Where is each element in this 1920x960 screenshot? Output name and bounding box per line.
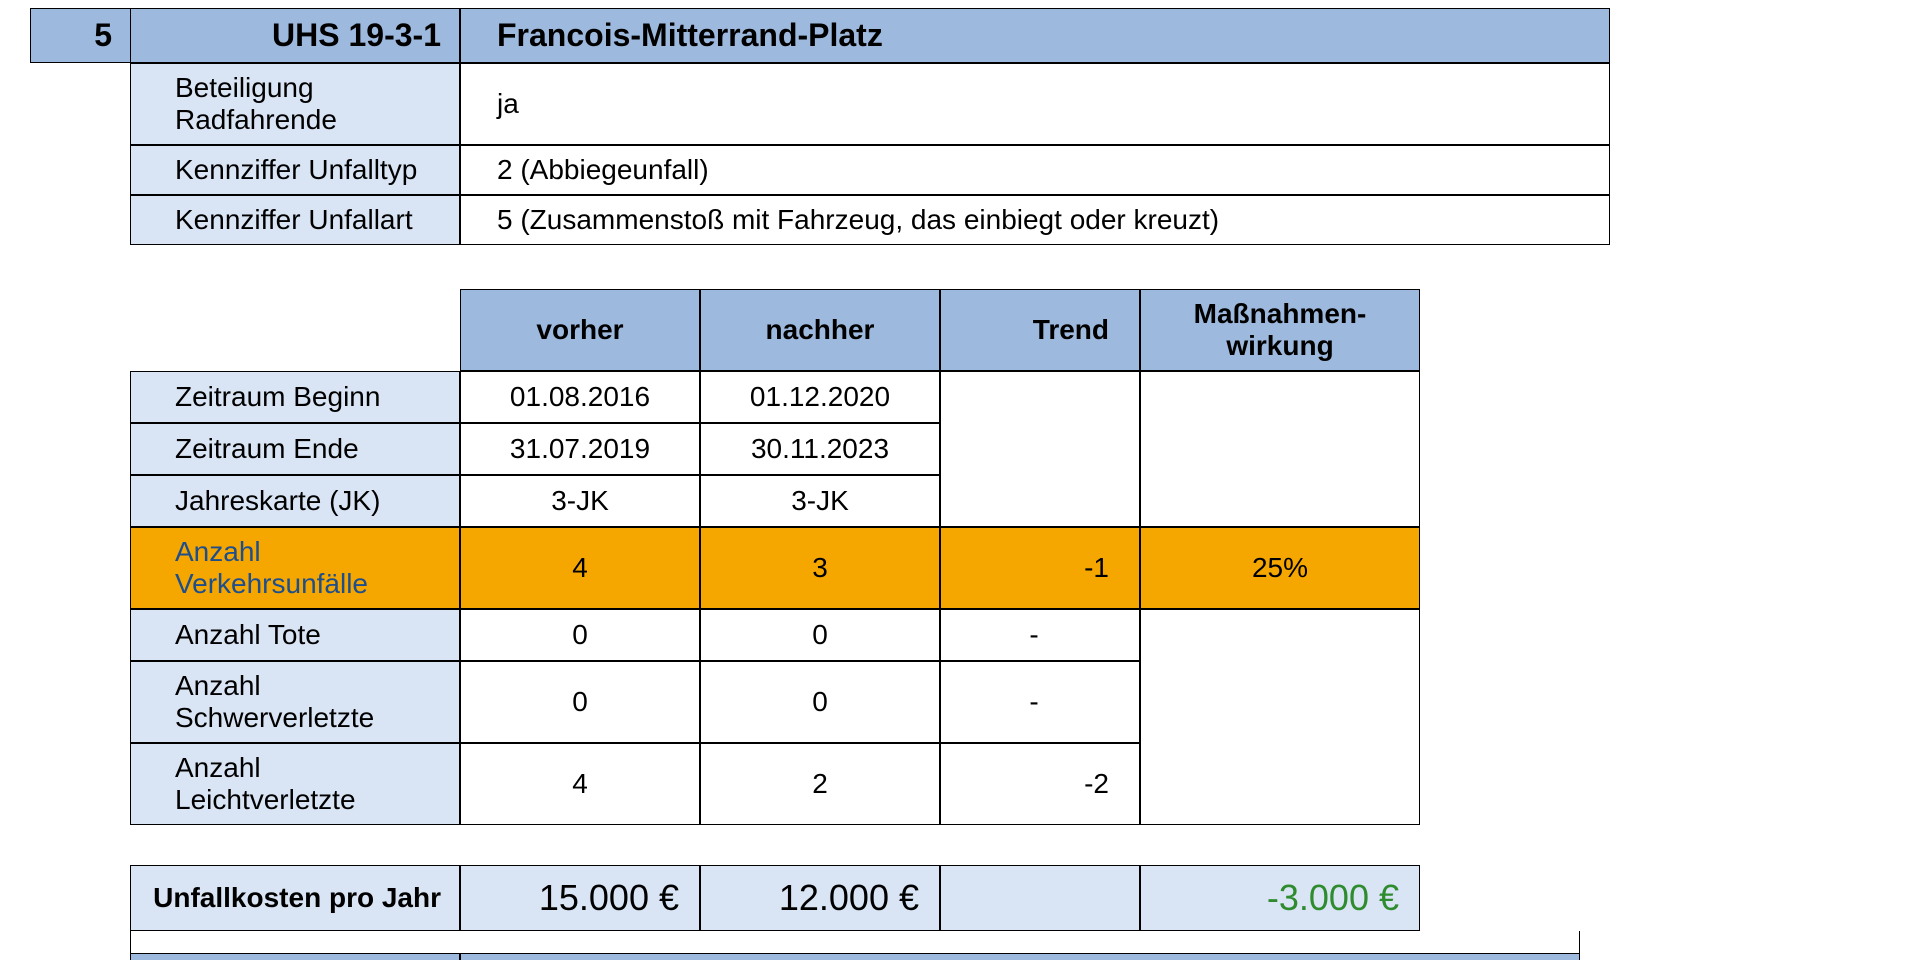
stats-before: 4	[460, 743, 700, 825]
stats-row-highlight: Anzahl Verkehrsunfälle 4 3 -1 25%	[130, 527, 1580, 609]
stats-trend	[940, 371, 1140, 423]
cost-effect: -3.000 €	[1140, 865, 1420, 931]
blank-row	[130, 931, 1580, 953]
attribute-row: Beteiligung Radfahrende ja	[30, 63, 1610, 145]
stats-row: Zeitraum Ende 31.07.2019 30.11.2023	[130, 423, 1580, 475]
stats-effect	[1140, 609, 1420, 661]
blank-cell	[130, 953, 460, 960]
stats-table: vorher nachher Trend Maßnahmen- wirkung …	[130, 289, 1580, 953]
stats-effect: 25%	[1140, 527, 1420, 609]
col-header-trend: Trend	[940, 289, 1140, 371]
spacer	[30, 195, 130, 245]
attribute-row: Kennziffer Unfallart 5 (Zusammenstoß mit…	[30, 195, 1610, 245]
col-header-effect: Maßnahmen- wirkung	[1140, 289, 1420, 371]
stats-row-label: Anzahl Schwerverletzte	[130, 661, 460, 743]
header-number: 5	[30, 8, 130, 63]
stats-before: 0	[460, 609, 700, 661]
stats-after: 3	[700, 527, 940, 609]
cost-before: 15.000 €	[460, 865, 700, 931]
stats-trend: -1	[940, 527, 1140, 609]
stats-after: 2	[700, 743, 940, 825]
footer-title: Roteinfärbung und Piktogramme Radweg	[460, 953, 1580, 960]
stats-row: Anzahl Schwerverletzte 0 0 -	[130, 661, 1580, 743]
spacer	[30, 63, 130, 145]
attribute-value: 2 (Abbiegeunfall)	[460, 145, 1610, 195]
stats-row: Anzahl Leichtverletzte 4 2 -2	[130, 743, 1580, 825]
stats-trend: -	[940, 609, 1140, 661]
stats-row-label: Zeitraum Ende	[130, 423, 460, 475]
header-name: Francois-Mitterrand-Platz	[460, 8, 1610, 63]
stats-before: 3-JK	[460, 475, 700, 527]
stats-effect	[1140, 475, 1420, 527]
cost-after: 12.000 €	[700, 865, 940, 931]
stats-row: Jahreskarte (JK) 3-JK 3-JK	[130, 475, 1580, 527]
attribute-label: Beteiligung Radfahrende	[130, 63, 460, 145]
stats-trend	[940, 475, 1140, 527]
stats-row-label: Anzahl Tote	[130, 609, 460, 661]
stats-row-label: Jahreskarte (JK)	[130, 475, 460, 527]
stats-effect	[1140, 371, 1420, 423]
stats-before: 01.08.2016	[460, 371, 700, 423]
stats-after: 0	[700, 609, 940, 661]
col-header-after: nachher	[700, 289, 940, 371]
stats-before: 4	[460, 527, 700, 609]
stats-trend: -2	[940, 743, 1140, 825]
col-header-before: vorher	[460, 289, 700, 371]
stats-effect	[1140, 743, 1420, 825]
cost-trend	[940, 865, 1140, 931]
stats-trend	[940, 423, 1140, 475]
attribute-value: 5 (Zusammenstoß mit Fahrzeug, das einbie…	[460, 195, 1610, 245]
blank-cell	[130, 289, 460, 371]
stats-row: Zeitraum Beginn 01.08.2016 01.12.2020	[130, 371, 1580, 423]
stats-row-label: Anzahl Leichtverletzte	[130, 743, 460, 825]
report-page: 5 UHS 19-3-1 Francois-Mitterrand-Platz B…	[30, 8, 1610, 960]
header-code: UHS 19-3-1	[130, 8, 460, 63]
attribute-label: Kennziffer Unfalltyp	[130, 145, 460, 195]
header-row: 5 UHS 19-3-1 Francois-Mitterrand-Platz	[30, 8, 1610, 63]
attribute-value: ja	[460, 63, 1610, 145]
stats-after: 30.11.2023	[700, 423, 940, 475]
stats-after: 01.12.2020	[700, 371, 940, 423]
stats-row: Anzahl Tote 0 0 -	[130, 609, 1580, 661]
stats-row-label: Zeitraum Beginn	[130, 371, 460, 423]
footer-title-row: Roteinfärbung und Piktogramme Radweg	[130, 953, 1580, 960]
stats-after: 0	[700, 661, 940, 743]
stats-before: 31.07.2019	[460, 423, 700, 475]
stats-before: 0	[460, 661, 700, 743]
attribute-label: Kennziffer Unfallart	[130, 195, 460, 245]
stats-effect	[1140, 661, 1420, 743]
attribute-row: Kennziffer Unfalltyp 2 (Abbiegeunfall)	[30, 145, 1610, 195]
cost-label: Unfallkosten pro Jahr	[130, 865, 460, 931]
stats-header-row: vorher nachher Trend Maßnahmen- wirkung	[130, 289, 1580, 371]
stats-after: 3-JK	[700, 475, 940, 527]
spacer	[30, 145, 130, 195]
stats-trend: -	[940, 661, 1140, 743]
stats-effect	[1140, 423, 1420, 475]
stats-row-label: Anzahl Verkehrsunfälle	[130, 527, 460, 609]
cost-row: Unfallkosten pro Jahr 15.000 € 12.000 € …	[130, 865, 1580, 931]
